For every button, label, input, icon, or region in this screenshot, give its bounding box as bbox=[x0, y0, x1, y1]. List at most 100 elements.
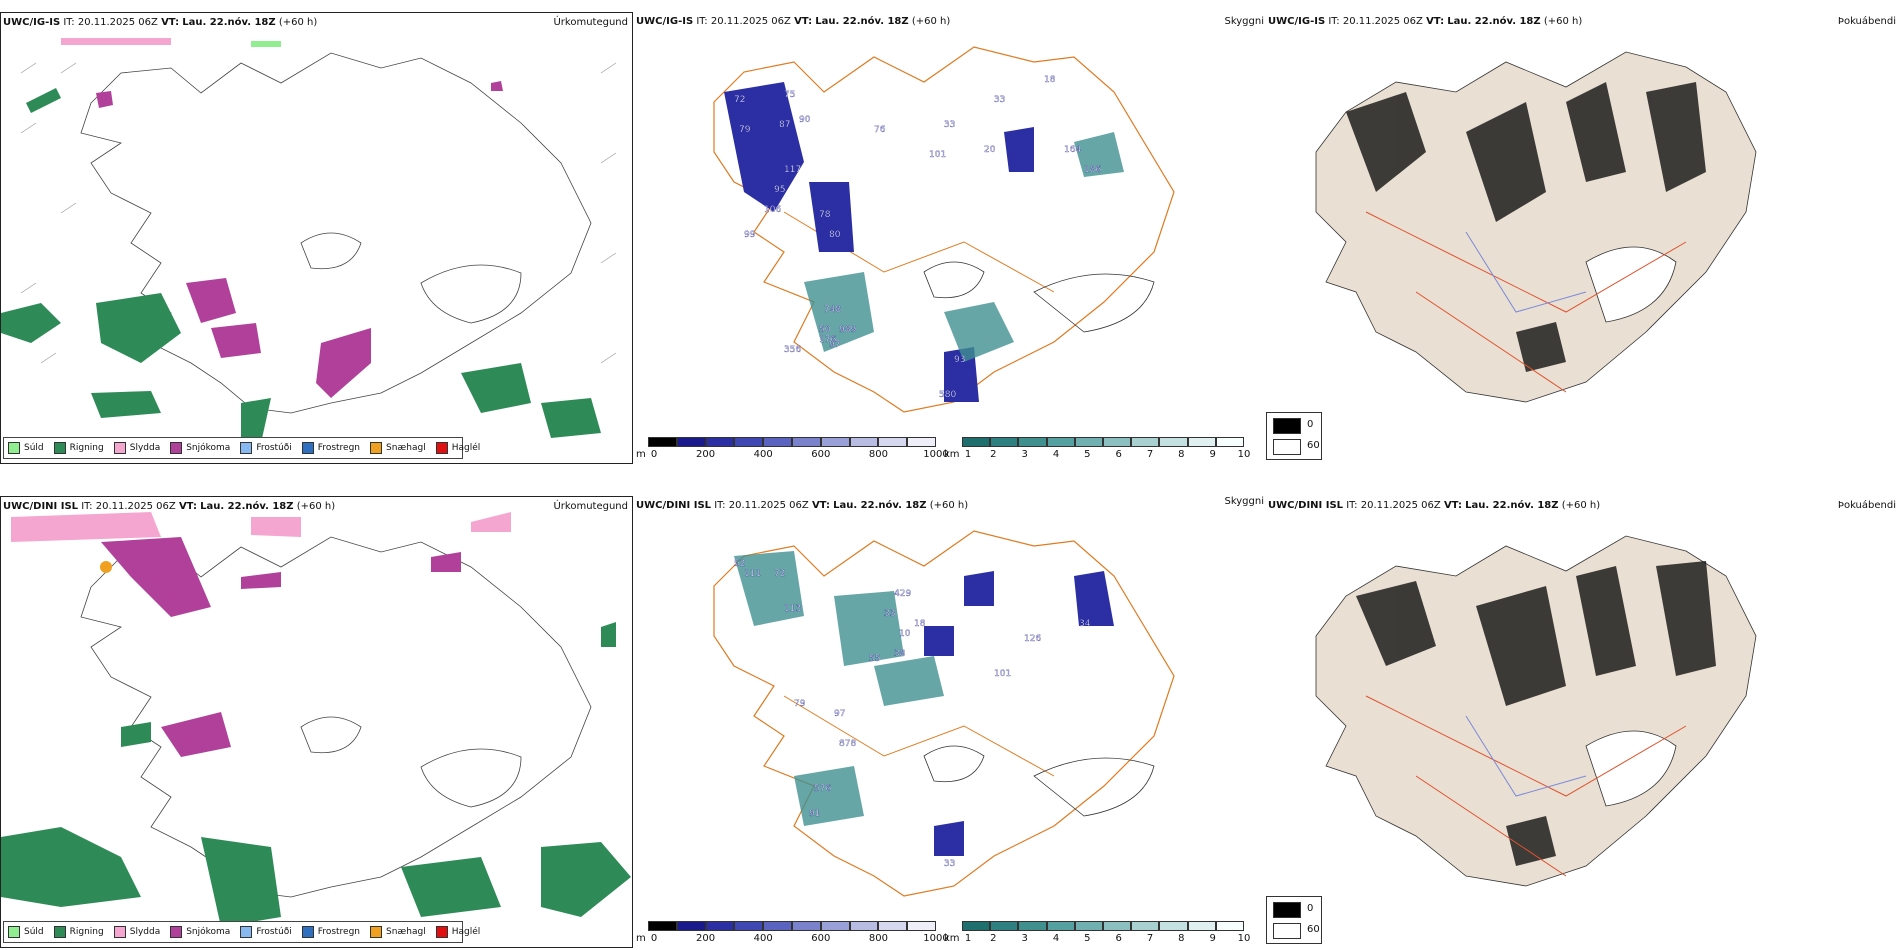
fog-light-label: 60 bbox=[1307, 440, 1320, 451]
cloudbase-label: 111 bbox=[744, 569, 761, 579]
colorbar-tick: 9 bbox=[1209, 449, 1216, 460]
precip-panel-2: UWC/DINI ISL IT: 20.11.2025 06Z VT: Lau.… bbox=[0, 496, 633, 948]
colorbar-tick: 3 bbox=[1021, 449, 1028, 460]
colorbar-unit: m bbox=[636, 449, 646, 460]
colorbar-tick: 8 bbox=[1178, 449, 1185, 460]
swatch bbox=[8, 442, 20, 454]
swatch bbox=[53, 442, 66, 454]
colorbar-tick: 400 bbox=[753, 933, 773, 944]
colorbar-segment bbox=[1131, 921, 1160, 931]
colorbar-tick: 1000 bbox=[923, 449, 949, 460]
cloudbase-colorbar: m 0 200 400 600 800 1000 bbox=[636, 921, 949, 948]
cloudbase-label: 576 bbox=[814, 784, 831, 794]
legend-item: Rigning bbox=[53, 926, 104, 938]
colorbar-tick: 1 bbox=[964, 449, 972, 460]
swatch bbox=[370, 926, 383, 938]
fog-dark-label: 0 bbox=[1307, 903, 1314, 914]
fog-light-swatch bbox=[1273, 439, 1301, 455]
swatch bbox=[301, 442, 314, 454]
legend-item: Slydda bbox=[113, 926, 160, 938]
cloudbase-label: 164 bbox=[1064, 145, 1081, 155]
colorbar-tick: 3 bbox=[1021, 933, 1028, 944]
cloudbase-label: 18 bbox=[914, 619, 926, 629]
colorbar-unit: m bbox=[636, 933, 646, 944]
cloudbase-label: 93 bbox=[954, 355, 965, 365]
colorbar-segment bbox=[1103, 921, 1132, 931]
fog-dark-swatch bbox=[1273, 902, 1301, 918]
cloudbase-label: 878 bbox=[839, 739, 856, 749]
cloudbase-label: 79 bbox=[794, 699, 806, 709]
colorbar-segment bbox=[1187, 921, 1216, 931]
cloudbase-label: 748 bbox=[824, 305, 841, 315]
cloudbase-colorbar: m 0 200 400 600 800 1000 bbox=[636, 437, 949, 464]
colorbar-segment bbox=[763, 921, 792, 931]
legend-item: Frostregn bbox=[301, 926, 360, 938]
cloudbase-label: 75 bbox=[784, 90, 795, 100]
cloudbase-label: 79 bbox=[739, 125, 751, 135]
cloud-panel-2: UWC/DINI ISL IT: 20.11.2025 06Z VT: Lau.… bbox=[634, 496, 1264, 948]
colorbar-segment bbox=[1215, 921, 1244, 931]
colorbar-segment bbox=[648, 437, 677, 447]
cloudbase-label: 90 bbox=[799, 115, 811, 125]
colorbar-segment bbox=[1215, 437, 1244, 447]
colorbar-segment bbox=[1018, 921, 1047, 931]
cloudbase-label: 113 bbox=[784, 604, 801, 614]
colorbar-tick: 10 bbox=[1237, 933, 1251, 944]
cloudbase-label: 106 bbox=[764, 205, 781, 215]
colorbar-segment bbox=[820, 437, 850, 447]
precip-panel-1: UWC/IG-IS IT: 20.11.2025 06Z VT: Lau. 22… bbox=[0, 12, 633, 464]
colorbar-tick: 800 bbox=[868, 449, 888, 460]
panel-title: UWC/IG-IS IT: 20.11.2025 06Z VT: Lau. 22… bbox=[636, 16, 951, 27]
fog-title: Þokuábendi bbox=[1837, 500, 1896, 511]
colorbar-segment bbox=[676, 921, 706, 931]
cloudbase-label: 580 bbox=[939, 390, 956, 400]
colorbar-tick: 5 bbox=[1084, 449, 1091, 460]
panel-title: UWC/IG-IS IT: 20.11.2025 06Z VT: Lau. 22… bbox=[1268, 16, 1583, 27]
colorbar-segment bbox=[1046, 437, 1075, 447]
colorbar-segment bbox=[792, 437, 821, 447]
fog-light-swatch bbox=[1273, 923, 1301, 939]
colorbar-tick: 1000 bbox=[923, 933, 949, 944]
fog-panel-2: UWC/DINI ISL IT: 20.11.2025 06Z VT: Lau.… bbox=[1266, 496, 1900, 948]
cloudbase-label: 33 bbox=[944, 859, 955, 869]
cloudbase-label: 33 bbox=[884, 609, 895, 619]
legend-item: Frostregn bbox=[301, 442, 360, 454]
visibility-colorbar: km 1 2 3 4 5 6 7 8 9 10 bbox=[944, 921, 1250, 948]
colorbar-tick: 200 bbox=[696, 933, 716, 944]
cloudbase-label: 52 bbox=[734, 559, 745, 569]
colorbar-segment bbox=[1046, 921, 1075, 931]
fog-legend: 0 60 bbox=[1266, 412, 1322, 460]
panel-title: UWC/IG-IS IT: 20.11.2025 06Z VT: Lau. 22… bbox=[3, 17, 318, 28]
colorbar-segment bbox=[705, 437, 735, 447]
swatch bbox=[435, 442, 448, 454]
swatch bbox=[435, 926, 448, 938]
cloudbase-label: 99 bbox=[744, 230, 756, 240]
swatch bbox=[240, 926, 253, 938]
colorbar-segment bbox=[792, 921, 821, 931]
colorbar-tick: 2 bbox=[990, 933, 997, 944]
colorbar-unit: km bbox=[944, 449, 960, 460]
legend-item: Haglél bbox=[435, 442, 480, 454]
colorbar-tick: 8 bbox=[1178, 933, 1185, 944]
legend-item: Snæhagl bbox=[370, 926, 426, 938]
colorbar-tick: 10 bbox=[1237, 449, 1251, 460]
visibility-colorbar: km 1 2 3 4 5 6 7 8 9 10 bbox=[944, 437, 1250, 464]
cloudbase-label: 20 bbox=[984, 145, 996, 155]
precip-legend: Súld Rigning Slydda Snjókoma Frostúði Fr… bbox=[3, 921, 480, 943]
colorbar-tick: 600 bbox=[811, 449, 831, 460]
cloudbase-label: 176 bbox=[819, 335, 836, 345]
visibility-title: Skyggni bbox=[1224, 16, 1264, 27]
fog-title: Þokuábendi bbox=[1837, 16, 1896, 27]
legend-item: Súld bbox=[8, 926, 44, 938]
swatch bbox=[8, 926, 20, 938]
precip-map bbox=[1, 512, 631, 927]
colorbar-tick: 600 bbox=[811, 933, 831, 944]
colorbar-tick: 4 bbox=[1052, 933, 1060, 944]
cloudbase-label: 38 bbox=[894, 649, 906, 659]
colorbar-segment bbox=[962, 437, 991, 447]
legend-item: Haglél bbox=[435, 926, 480, 938]
fog-dark-swatch bbox=[1273, 418, 1301, 434]
cloudbase-label: 97 bbox=[829, 340, 840, 350]
